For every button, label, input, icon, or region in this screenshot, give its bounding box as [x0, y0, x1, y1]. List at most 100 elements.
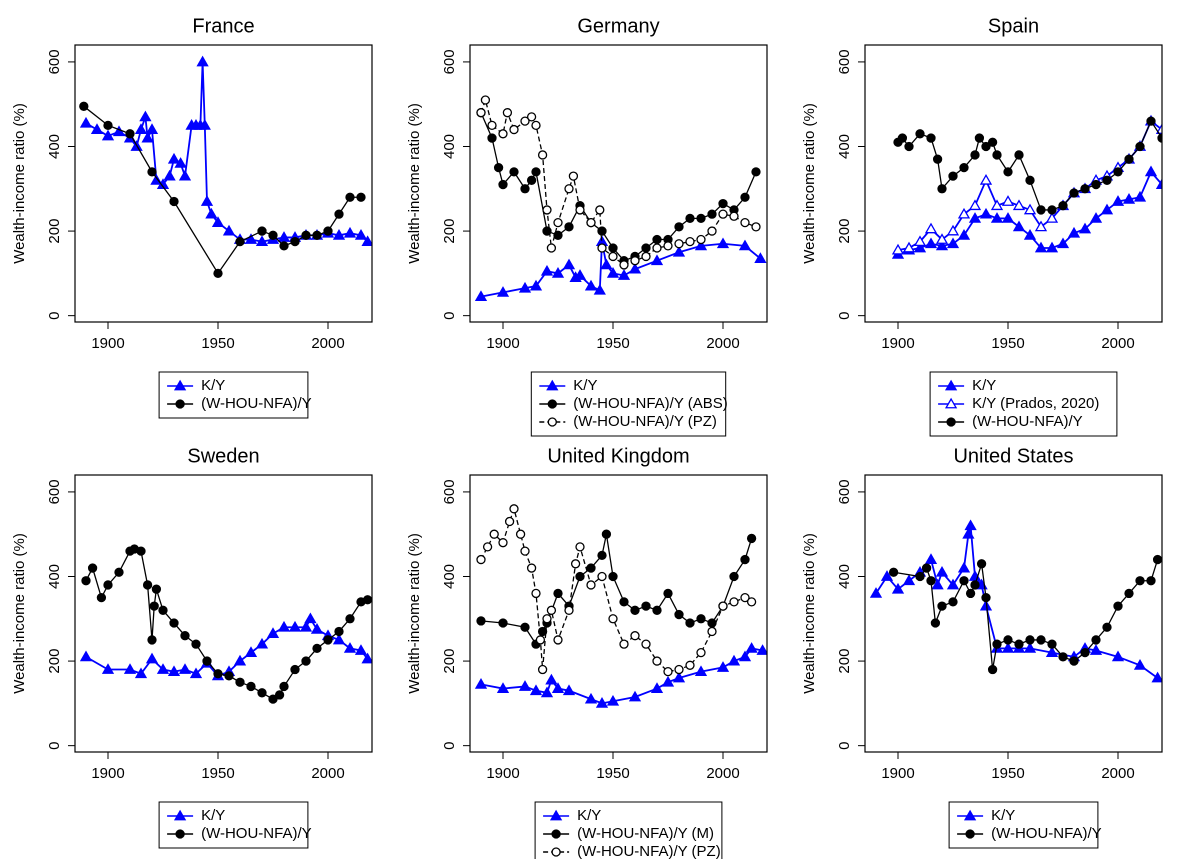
marker [277, 231, 291, 242]
marker [1047, 205, 1057, 215]
marker [957, 561, 971, 573]
legend-label: (W-HOU-NFA)/Y (PZ) [573, 413, 717, 430]
marker [926, 133, 936, 143]
x-tick-label: 2000 [706, 335, 739, 352]
marker [1036, 635, 1046, 645]
marker [740, 554, 750, 565]
marker [729, 211, 739, 221]
marker [235, 236, 245, 247]
marker [570, 559, 581, 569]
marker [279, 241, 289, 251]
legend-label: K/Y [201, 377, 225, 394]
marker [937, 601, 947, 611]
marker [959, 576, 969, 586]
marker [674, 664, 684, 675]
marker [869, 587, 883, 598]
marker [235, 677, 245, 687]
marker [1034, 241, 1048, 253]
marker [663, 588, 673, 599]
marker [169, 618, 179, 628]
marker [551, 267, 565, 278]
marker [79, 650, 93, 662]
legend-label: K/Y (Prados, 2020) [972, 395, 1099, 412]
marker [1023, 203, 1037, 215]
marker [707, 209, 717, 219]
marker [540, 264, 554, 276]
marker [520, 116, 530, 126]
plot-area [869, 519, 1162, 683]
y-tick-label: 400 [836, 134, 853, 159]
legend: K/Y(W-HOU-NFA)/Y [158, 801, 312, 849]
marker [1157, 133, 1162, 143]
marker [515, 529, 526, 539]
plot-frame [864, 44, 1163, 323]
marker [1122, 193, 1136, 204]
marker [968, 212, 982, 223]
marker [619, 639, 629, 649]
marker [979, 174, 993, 185]
marker [213, 669, 223, 679]
marker [924, 222, 938, 234]
marker [1045, 212, 1059, 223]
marker [288, 620, 302, 632]
marker [564, 222, 574, 232]
plot-frame [74, 474, 373, 753]
marker [990, 212, 1004, 223]
marker [1069, 188, 1079, 198]
marker [740, 217, 750, 228]
marker [756, 644, 767, 655]
series-line [875, 525, 1159, 679]
marker [1124, 154, 1134, 164]
marker [151, 584, 162, 594]
marker [641, 251, 651, 262]
marker [718, 601, 728, 611]
y-tick-label: 0 [836, 311, 853, 319]
marker [1012, 199, 1026, 211]
marker [279, 681, 289, 692]
marker [1003, 635, 1013, 645]
x-tick-label: 1950 [201, 765, 234, 782]
marker [356, 192, 366, 202]
marker [1023, 642, 1037, 653]
marker [965, 588, 976, 599]
marker [628, 262, 642, 274]
marker [537, 150, 548, 160]
legend-marker [175, 399, 185, 409]
marker [628, 690, 642, 702]
legend: K/Y(W-HOU-NFA)/Y [948, 801, 1102, 849]
marker [564, 184, 574, 194]
marker [597, 226, 607, 236]
marker [1001, 642, 1015, 653]
marker [268, 230, 278, 240]
y-tick-label: 600 [836, 479, 853, 504]
marker [198, 119, 211, 130]
legend: K/Y(W-HOU-NFA)/Y [158, 371, 312, 419]
marker [141, 131, 154, 143]
marker [694, 665, 708, 677]
marker [1146, 576, 1156, 586]
marker [312, 230, 322, 240]
marker [537, 626, 548, 637]
marker [531, 167, 541, 177]
x-tick-label: 2000 [1101, 335, 1134, 352]
marker [268, 694, 278, 704]
marker [608, 243, 618, 253]
marker [103, 120, 113, 131]
marker [224, 671, 234, 681]
marker [334, 626, 344, 637]
marker [142, 580, 153, 590]
marker [1135, 576, 1145, 586]
marker [568, 171, 579, 181]
plot-frame [469, 44, 768, 323]
marker [531, 120, 541, 131]
legend-frame [534, 801, 723, 859]
marker [696, 234, 706, 245]
marker [277, 620, 291, 632]
marker [1091, 179, 1101, 190]
panel: Spain Wealth-income ratio (%) 0 200 400 600 19… [801, 15, 1163, 437]
marker [1100, 203, 1114, 215]
marker [597, 243, 607, 253]
marker [888, 567, 899, 577]
legend-marker [547, 417, 557, 427]
marker [509, 167, 519, 177]
